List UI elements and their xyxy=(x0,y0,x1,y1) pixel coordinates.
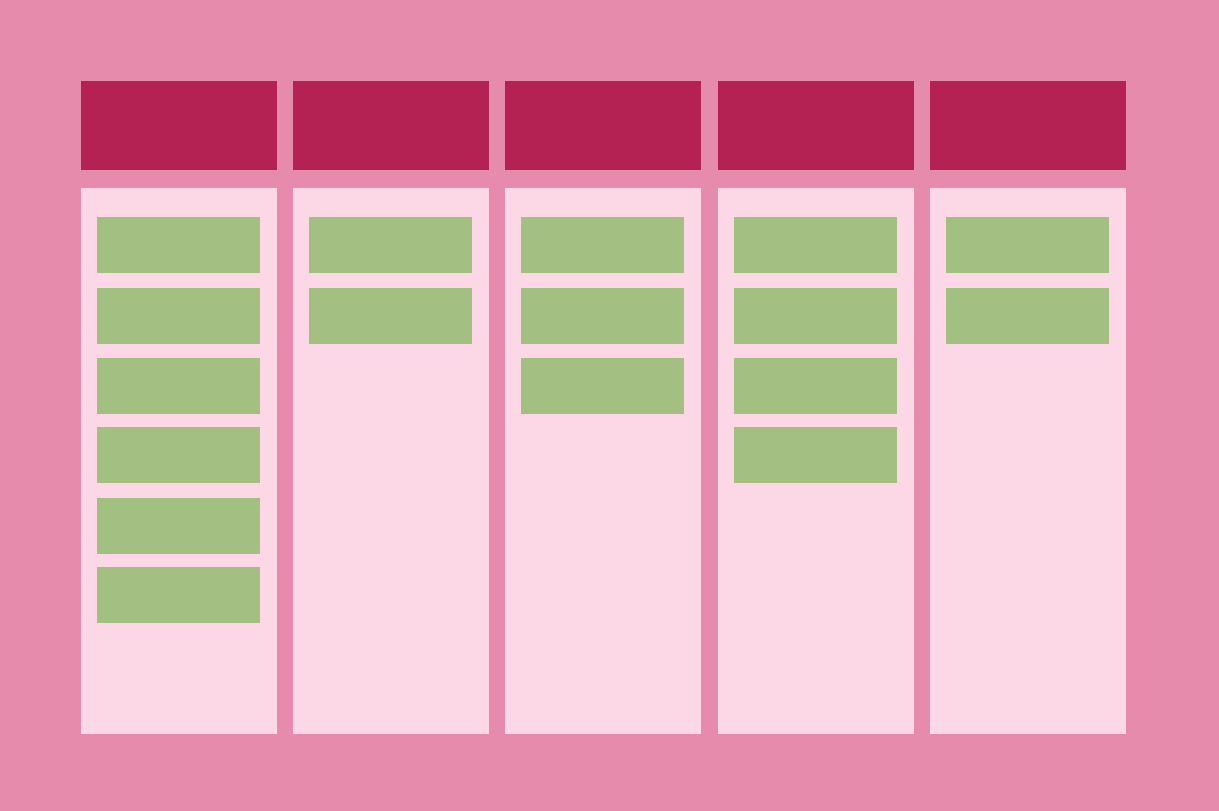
column-header xyxy=(81,81,277,170)
column-body xyxy=(293,188,489,734)
kanban-card[interactable] xyxy=(97,567,260,623)
kanban-card[interactable] xyxy=(309,288,472,344)
kanban-card[interactable] xyxy=(734,358,897,414)
column-header xyxy=(718,81,914,170)
column-body xyxy=(930,188,1126,734)
column-header xyxy=(505,81,701,170)
kanban-card[interactable] xyxy=(309,217,472,273)
kanban-card[interactable] xyxy=(97,358,260,414)
kanban-card[interactable] xyxy=(521,217,684,273)
column-body xyxy=(81,188,277,734)
column-header xyxy=(293,81,489,170)
column-body xyxy=(718,188,914,734)
kanban-card[interactable] xyxy=(734,427,897,483)
kanban-card[interactable] xyxy=(521,288,684,344)
kanban-card[interactable] xyxy=(97,427,260,483)
kanban-card[interactable] xyxy=(734,217,897,273)
kanban-card[interactable] xyxy=(946,217,1109,273)
kanban-card[interactable] xyxy=(97,217,260,273)
kanban-card[interactable] xyxy=(97,498,260,554)
kanban-card[interactable] xyxy=(97,288,260,344)
kanban-card[interactable] xyxy=(734,288,897,344)
column-body xyxy=(505,188,701,734)
kanban-card[interactable] xyxy=(946,288,1109,344)
kanban-card[interactable] xyxy=(521,358,684,414)
column-header xyxy=(930,81,1126,170)
